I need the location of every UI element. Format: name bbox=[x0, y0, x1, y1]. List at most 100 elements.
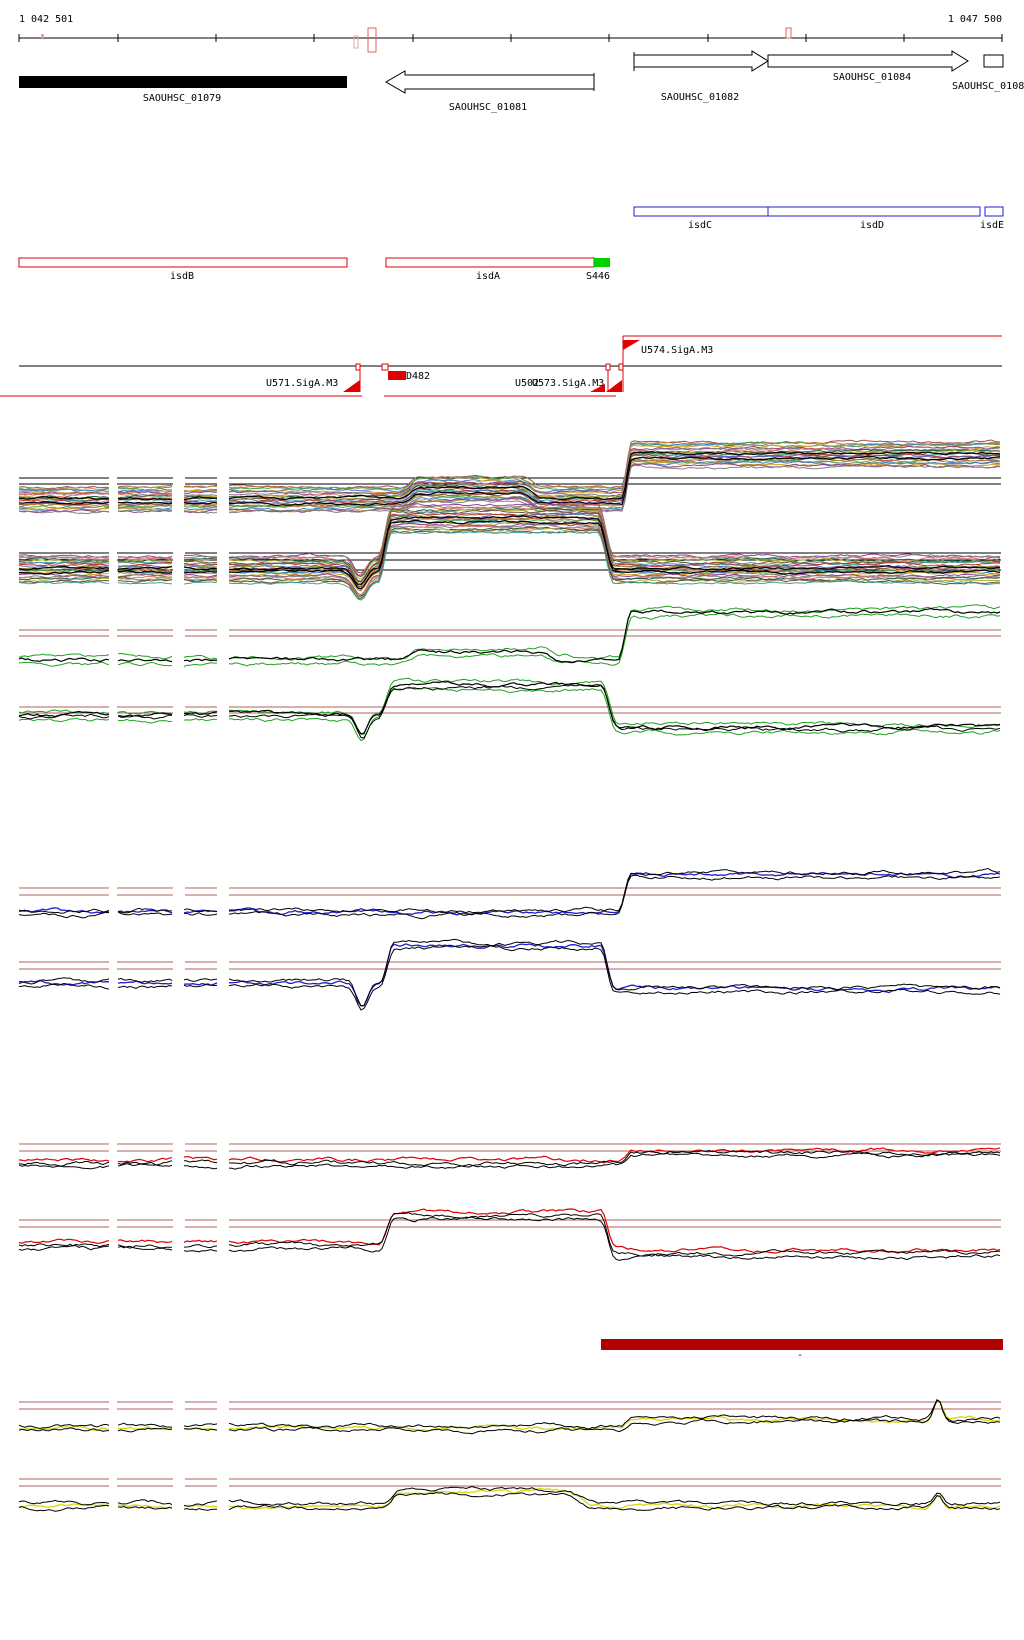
promoter-label: U573.SigA.M3 bbox=[532, 378, 604, 389]
profile-line bbox=[18, 1399, 1001, 1435]
expression-profiles bbox=[18, 439, 1001, 1512]
gene-label: SAOUHSC_01084 bbox=[833, 72, 911, 83]
profile-line bbox=[18, 447, 1001, 497]
profile-line bbox=[18, 612, 1001, 667]
ruler-ticks bbox=[18, 34, 1003, 42]
promoter-arrow[interactable] bbox=[606, 380, 622, 392]
operon-blue-track: isdC isdD isdE bbox=[633, 206, 1004, 231]
profile-line bbox=[18, 530, 1001, 601]
promoter-label: U571.SigA.M3 bbox=[266, 378, 338, 389]
operon-label: isdD bbox=[860, 220, 884, 231]
profile-line bbox=[18, 464, 1000, 515]
gene-label: SAOUHSC_0108 bbox=[952, 81, 1024, 92]
gene-SAOUHSC_01084[interactable] bbox=[767, 50, 969, 72]
profile-line bbox=[18, 453, 1001, 505]
gene-label: SAOUHSC_01081 bbox=[449, 102, 527, 113]
profile-line bbox=[18, 523, 1001, 596]
promoter-arrow[interactable] bbox=[623, 340, 640, 350]
profile-line bbox=[18, 1398, 1001, 1430]
profile-group-green-forward bbox=[18, 604, 1001, 667]
promoter-label: D482 bbox=[406, 371, 430, 382]
profile-line bbox=[18, 677, 1001, 735]
profile-line bbox=[18, 604, 1001, 661]
profile-line bbox=[18, 455, 1001, 507]
operon-isdB[interactable] bbox=[18, 257, 348, 268]
coord-end: 1 047 500 bbox=[948, 14, 1002, 25]
profile-line bbox=[18, 944, 1001, 1011]
coord-start: 1 042 501 bbox=[19, 14, 73, 25]
promoter-arrow[interactable] bbox=[343, 380, 360, 392]
profile-line bbox=[18, 528, 1001, 600]
profile-line bbox=[18, 874, 1001, 920]
profile-line bbox=[18, 462, 1001, 514]
profile-line bbox=[18, 1212, 1001, 1257]
gene-label: SAOUHSC_01082 bbox=[661, 92, 739, 103]
profile-group-blue-forward bbox=[18, 867, 1001, 920]
profile-group-green-reverse bbox=[18, 677, 1001, 742]
profile-line bbox=[18, 445, 1001, 496]
profile-line bbox=[18, 1399, 1001, 1432]
profile-line bbox=[18, 442, 1001, 493]
feature-S446[interactable] bbox=[594, 258, 610, 267]
profile-line bbox=[18, 1216, 1001, 1261]
operon-isdE[interactable] bbox=[984, 206, 1004, 217]
gene-label: SAOUHSC_01079 bbox=[143, 93, 221, 104]
profile-line bbox=[18, 459, 1001, 510]
gene-SAOUHSC_01082[interactable] bbox=[633, 50, 769, 72]
profile-line bbox=[18, 507, 1001, 577]
operon-isdA[interactable] bbox=[385, 257, 595, 268]
profile-line bbox=[18, 519, 1001, 590]
profile-line bbox=[18, 867, 1001, 914]
profile-line bbox=[18, 1147, 1001, 1164]
profile-line bbox=[18, 512, 1001, 582]
profile-group-red-forward bbox=[18, 1143, 1001, 1170]
coordinate-ruler: 1 042 501 1 047 500 bbox=[18, 14, 1003, 53]
profile-line bbox=[18, 443, 1001, 495]
profile-line bbox=[18, 515, 1001, 586]
operon-isdC[interactable] bbox=[633, 206, 769, 217]
profile-line bbox=[18, 683, 1001, 739]
profile-line bbox=[18, 513, 1001, 584]
dark-region-track: - bbox=[601, 1339, 1003, 1361]
operon-label: isdE bbox=[980, 220, 1004, 231]
gene-SAOUHSC_01081[interactable] bbox=[385, 70, 595, 94]
profile-line bbox=[18, 524, 1001, 596]
gene-SAOUHSC_0108[interactable] bbox=[983, 54, 1004, 68]
profile-group-blue-reverse bbox=[18, 938, 1001, 1011]
operon-label: S446 bbox=[586, 271, 610, 282]
operon-isdD[interactable] bbox=[767, 206, 981, 217]
operon-label: isdB bbox=[170, 271, 194, 282]
dark-region-label: - bbox=[797, 1350, 803, 1361]
profile-line bbox=[18, 1151, 1001, 1170]
profile-line bbox=[18, 1492, 1001, 1512]
promoter-D482[interactable] bbox=[388, 371, 406, 380]
promoter-arrow[interactable] bbox=[590, 384, 605, 392]
ruler-marker bbox=[41, 34, 44, 38]
profile-group-yellow-forward bbox=[18, 1398, 1001, 1435]
gene-track: SAOUHSC_01079 SAOUHSC_01081 SAOUHSC_0108… bbox=[19, 50, 1024, 113]
promoter-label: U574.SigA.M3 bbox=[641, 345, 713, 356]
operon-red-track: isdB isdA S446 bbox=[18, 257, 610, 282]
profile-line bbox=[18, 508, 1001, 580]
profile-group-red-reverse bbox=[18, 1208, 1001, 1261]
profile-line bbox=[18, 439, 1001, 490]
profile-line bbox=[18, 1208, 1001, 1254]
ruler-marker bbox=[367, 27, 377, 53]
profile-group-all-forward bbox=[18, 439, 1001, 515]
profile-line bbox=[18, 510, 1001, 583]
profile-line bbox=[18, 461, 1000, 513]
profile-line bbox=[18, 1485, 1001, 1507]
ruler-marker bbox=[353, 35, 359, 49]
gene-SAOUHSC_01079[interactable] bbox=[19, 76, 347, 88]
profile-line bbox=[18, 607, 1001, 664]
profile-line bbox=[18, 518, 1001, 590]
profile-line bbox=[18, 1149, 1001, 1168]
promoter-label: U502 bbox=[515, 378, 539, 389]
profile-line bbox=[18, 451, 1001, 501]
profile-group-yellow-reverse bbox=[18, 1478, 1001, 1512]
profile-line bbox=[18, 1487, 1001, 1511]
dark-red-region[interactable] bbox=[601, 1339, 1003, 1350]
profile-line bbox=[18, 938, 1001, 1007]
profile-line bbox=[18, 458, 1001, 509]
